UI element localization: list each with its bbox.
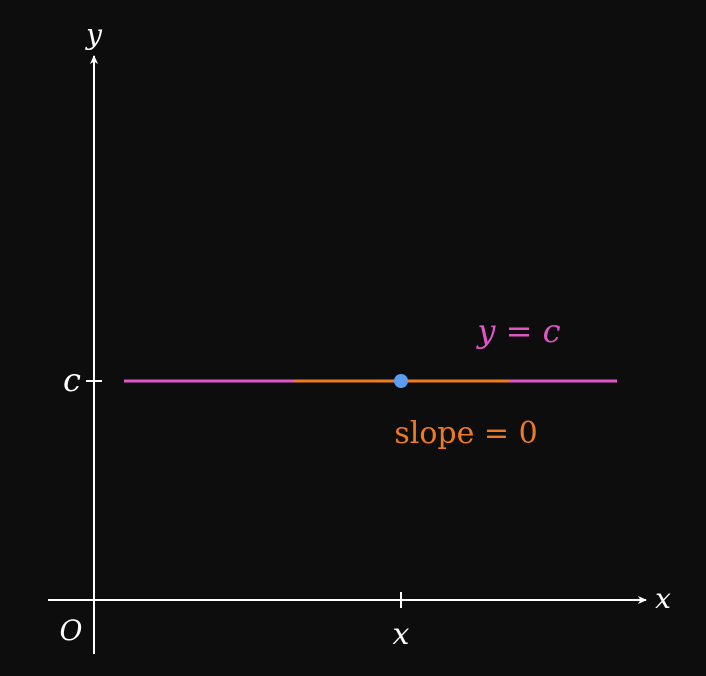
- slope-label: slope = 0: [394, 416, 537, 451]
- y-axis-label: y: [84, 18, 103, 51]
- line-label: y = c: [475, 312, 560, 350]
- y-tick-label: c: [63, 361, 81, 399]
- x-tick-label: x: [393, 617, 410, 652]
- origin-label: O: [60, 614, 83, 647]
- point-marker: [394, 374, 408, 388]
- x-axis-label: x: [655, 582, 671, 615]
